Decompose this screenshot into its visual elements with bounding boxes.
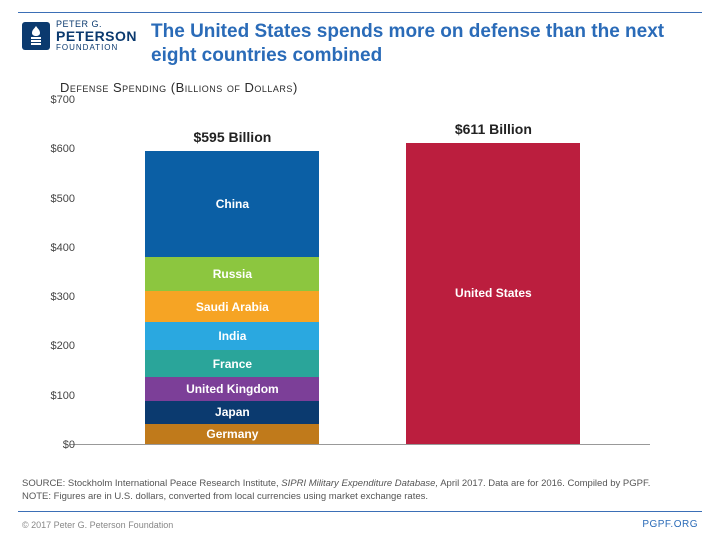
ytick-label: $400 xyxy=(25,242,75,254)
source-note-text: NOTE: Figures are in U.S. dollars, conve… xyxy=(22,491,428,502)
ytick-label: $0 xyxy=(25,439,75,451)
source-title: SIPRI Military Expenditure Database, xyxy=(281,478,438,489)
brand-line2: PETERSON xyxy=(56,29,137,44)
source-prefix: SOURCE: Stockholm International Peace Re… xyxy=(22,478,281,489)
brand-logo: PETER G. PETERSON FOUNDATION xyxy=(22,20,137,53)
segment: Saudi Arabia xyxy=(145,291,319,323)
header: PETER G. PETERSON FOUNDATION The United … xyxy=(22,20,698,68)
bar-stack: ChinaRussiaSaudi ArabiaIndiaFranceUnited… xyxy=(145,151,319,444)
footer-site: PGPF.ORG xyxy=(642,519,698,530)
ytick-label: $200 xyxy=(25,340,75,352)
segment: Germany xyxy=(145,424,319,444)
source-suffix: April 2017. Data are for 2016. Compiled … xyxy=(438,478,650,489)
ytick-label: $500 xyxy=(25,193,75,205)
segment: China xyxy=(145,151,319,257)
segment: United Kingdom xyxy=(145,377,319,401)
ytick-label: $700 xyxy=(25,94,75,106)
bottom-rule xyxy=(18,511,702,512)
segment: India xyxy=(145,322,319,350)
chart-area: $595 Billion ChinaRussiaSaudi ArabiaIndia… xyxy=(60,100,660,460)
bar-others: $595 Billion ChinaRussiaSaudi ArabiaIndia… xyxy=(145,129,319,444)
segment: Japan xyxy=(145,401,319,424)
ytick-label: $600 xyxy=(25,143,75,155)
segment: United States xyxy=(406,143,580,444)
footer-copyright: © 2017 Peter G. Peterson Foundation xyxy=(22,520,173,530)
brand-text: PETER G. PETERSON FOUNDATION xyxy=(56,20,137,53)
bar-us: $611 Billion United States xyxy=(406,121,580,444)
y-axis-title: Defense Spending (Billions of Dollars) xyxy=(60,80,298,95)
bar-total-label: $611 Billion xyxy=(406,121,580,137)
bar-stack: United States xyxy=(406,143,580,444)
brand-line3: FOUNDATION xyxy=(56,44,137,52)
ytick-label: $100 xyxy=(25,390,75,402)
segment: Russia xyxy=(145,257,319,291)
plot-area: $595 Billion ChinaRussiaSaudi ArabiaIndia… xyxy=(70,100,650,445)
bar-total-label: $595 Billion xyxy=(145,129,319,145)
source-note: SOURCE: Stockholm International Peace Re… xyxy=(22,478,650,504)
segment: France xyxy=(145,350,319,378)
torch-icon xyxy=(22,22,50,50)
top-rule xyxy=(18,12,702,13)
ytick-label: $300 xyxy=(25,291,75,303)
chart-title: The United States spends more on defense… xyxy=(151,20,671,68)
